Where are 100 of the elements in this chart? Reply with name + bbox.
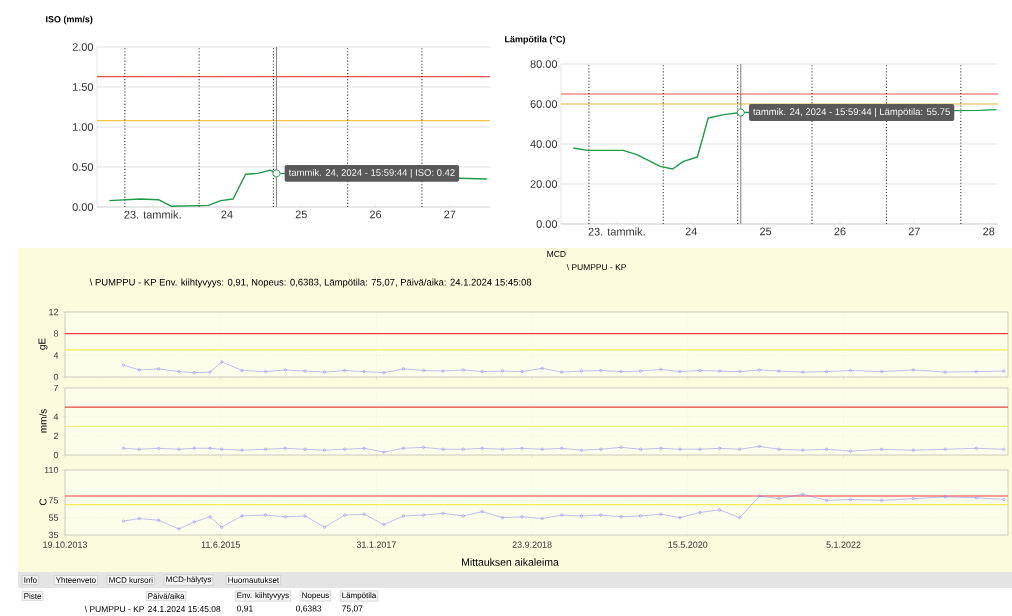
text: MCD <box>547 251 566 257</box>
y-tick-label: 4 <box>53 413 59 420</box>
text: \ PUMPPU - KP Env. kiihtyvyys: 0,91, Nopeus: 0,6383, Lämpötila: 75,07, Päivä/aika: 24.1.2024 15:45:08 <box>89 278 532 288</box>
point <box>718 508 722 512</box>
text: 24.1.2024 15:45:08 <box>148 606 221 612</box>
point <box>157 367 161 371</box>
point <box>322 370 327 374</box>
y-tick-label: 1.00 <box>72 123 94 131</box>
point <box>943 370 947 374</box>
point <box>500 369 505 373</box>
point <box>540 366 544 370</box>
point <box>911 368 915 372</box>
point <box>560 513 564 517</box>
y-tick-label: 60.00 <box>530 100 558 108</box>
point <box>441 369 445 373</box>
point <box>240 514 244 518</box>
y-tick-label: 80.00 <box>530 60 558 68</box>
point <box>480 370 484 374</box>
x-tick-label: 11.6.2015 <box>201 541 240 548</box>
point <box>943 495 947 499</box>
x-tick-label: 15.5.2020 <box>668 541 708 548</box>
point <box>382 371 386 375</box>
point <box>208 370 212 374</box>
point <box>401 367 405 371</box>
y-tick-label: 2.00 <box>72 43 94 51</box>
point <box>738 516 742 520</box>
y-tick-label: 20.00 <box>530 180 558 188</box>
x-tick-label: 27 <box>444 210 456 219</box>
x-tick-label: 26 <box>369 210 382 219</box>
text: \ PUMPPU - KP <box>84 605 145 613</box>
point <box>698 510 702 515</box>
point <box>757 368 761 372</box>
annotation: tammik. 24, 2024 - 15:59:44 | Lämpötila: 55.75 <box>753 108 950 117</box>
point <box>825 370 829 374</box>
y-tick-label: 0 <box>53 373 59 381</box>
point <box>678 516 682 520</box>
y-axis-title: mm/s <box>39 409 47 433</box>
x-tick-label: 19.10.2013 <box>43 541 88 548</box>
point <box>639 369 643 373</box>
y-axis-title: Lämpötila (°C) <box>505 35 565 45</box>
point <box>461 514 465 518</box>
y-tick-label: 8 <box>53 330 59 337</box>
point <box>441 511 445 515</box>
y-axis-title: C <box>39 498 47 506</box>
text: 75,07 <box>342 605 363 613</box>
y-tick-label: 4 <box>53 352 59 359</box>
point <box>382 523 386 527</box>
y-tick-label: 7 <box>53 384 59 392</box>
point <box>177 370 181 374</box>
y-tick-label: 35 <box>48 531 59 539</box>
y-tick-label: 0.50 <box>72 163 94 171</box>
point <box>461 368 465 372</box>
point <box>303 514 307 518</box>
point <box>500 516 505 520</box>
x-tick-label: 23.9.2018 <box>512 541 552 548</box>
point <box>619 370 623 374</box>
point <box>579 369 583 373</box>
point <box>422 513 426 517</box>
y-tick-label: 0.00 <box>72 203 94 211</box>
x-tick-label: 28 <box>983 227 995 236</box>
point <box>362 370 366 374</box>
point <box>738 370 742 374</box>
point <box>560 370 564 374</box>
point <box>848 368 853 373</box>
text: \ PUMPPU - KP <box>566 263 627 271</box>
point <box>192 371 196 375</box>
y-tick-label: 110 <box>44 466 59 474</box>
point <box>240 368 244 373</box>
point <box>208 515 212 519</box>
point <box>220 525 224 529</box>
point <box>678 370 682 374</box>
y-tick-label: 75 <box>48 497 59 504</box>
x-tick-label: 24 <box>221 210 233 219</box>
point <box>137 368 141 372</box>
point <box>157 518 161 522</box>
y-tick-label: 55 <box>48 514 59 521</box>
point <box>579 514 583 518</box>
point <box>659 367 663 371</box>
text: 0,91 <box>237 605 253 613</box>
point <box>880 498 884 502</box>
x-tick-label: 25 <box>295 210 307 219</box>
x-tick-label: 27 <box>908 227 920 236</box>
x-tick-label: 24 <box>685 227 697 236</box>
point <box>343 368 347 373</box>
point <box>718 369 722 373</box>
point <box>659 512 663 516</box>
y-tick-label: 12 <box>49 308 59 316</box>
point <box>401 514 405 518</box>
point <box>520 515 524 519</box>
point <box>264 513 268 517</box>
x-tick-label: 26 <box>834 227 846 236</box>
point <box>480 510 484 514</box>
point <box>283 368 287 372</box>
point <box>825 498 829 502</box>
point <box>974 496 978 500</box>
x-tick-label: 25 <box>760 227 772 236</box>
y-axis-title: gE <box>38 338 48 350</box>
point <box>880 370 884 374</box>
point <box>264 370 268 374</box>
point <box>801 370 805 374</box>
